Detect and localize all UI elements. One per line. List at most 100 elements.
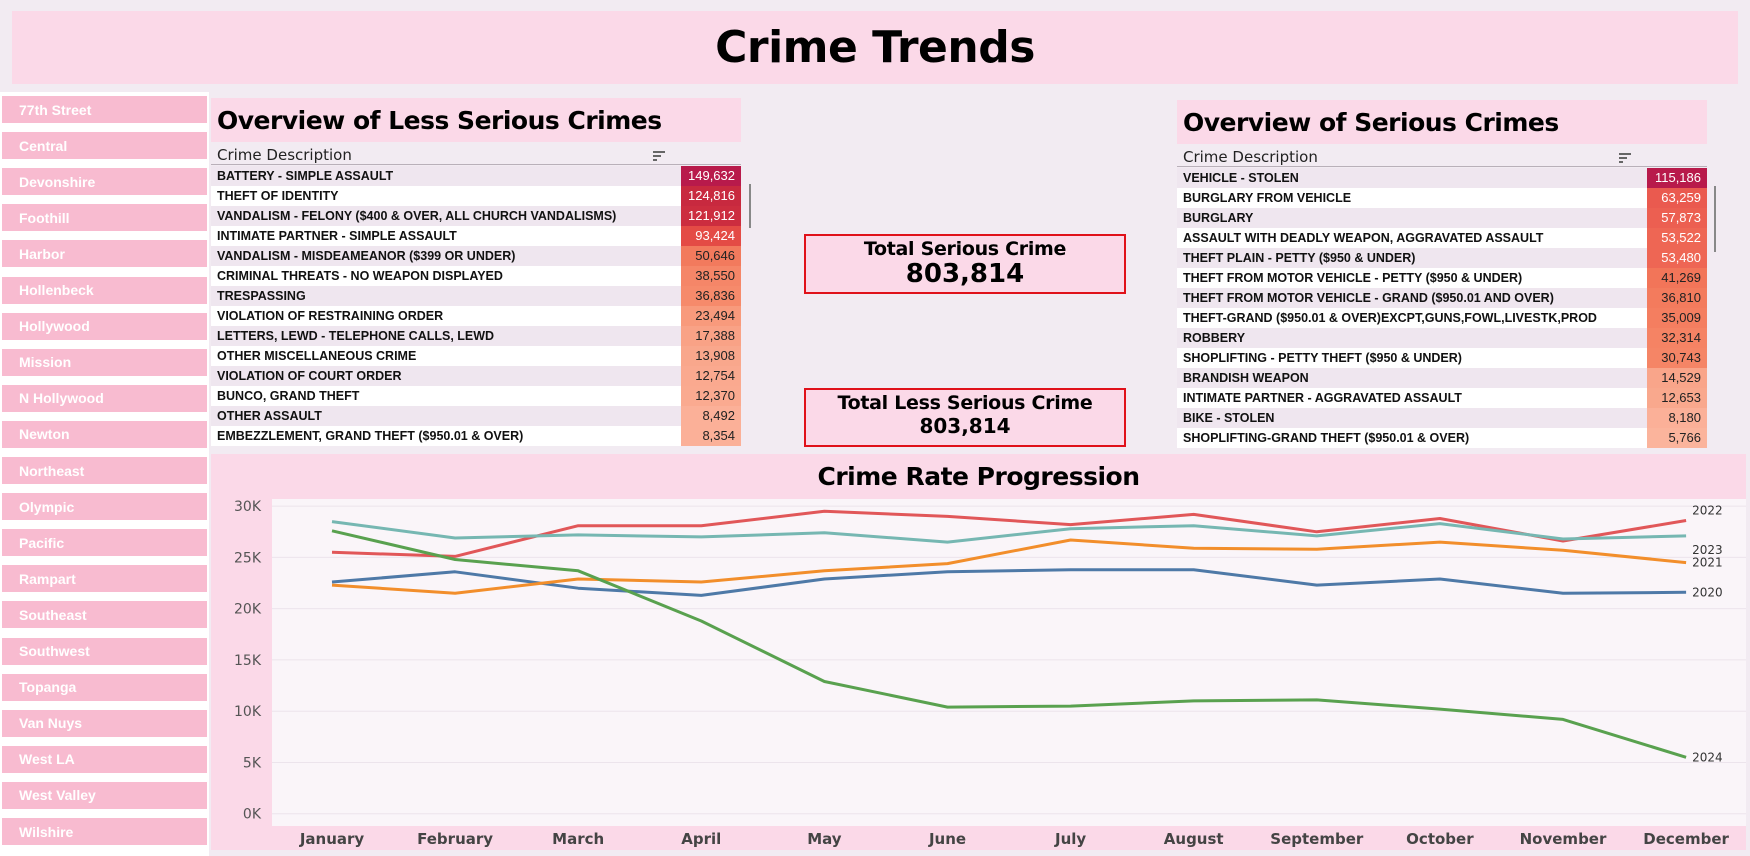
station-button-southeast[interactable]: Southeast xyxy=(2,601,207,629)
table-row[interactable]: VANDALISM - FELONY ($400 & OVER, ALL CHU… xyxy=(211,206,741,226)
y-tick-label: 25K xyxy=(234,550,262,566)
crime-description: ASSAULT WITH DEADLY WEAPON, AGGRAVATED A… xyxy=(1183,231,1544,245)
table-row[interactable]: THEFT FROM MOTOR VEHICLE - GRAND ($950.0… xyxy=(1177,288,1707,308)
table-row[interactable]: THEFT FROM MOTOR VEHICLE - PETTY ($950 &… xyxy=(1177,268,1707,288)
crime-count: 32,314 xyxy=(1647,328,1707,348)
station-button-mission[interactable]: Mission xyxy=(2,348,207,376)
series-line-2021[interactable] xyxy=(331,538,1687,595)
chart-title: Crime Rate Progression xyxy=(211,454,1746,499)
station-button-foothill[interactable]: Foothill xyxy=(2,204,207,232)
crime-description: VANDALISM - MISDEAMEANOR ($399 OR UNDER) xyxy=(217,249,516,263)
table-row[interactable]: CRIMINAL THREATS - NO WEAPON DISPLAYED 38… xyxy=(211,266,741,286)
page-title: Crime Trends xyxy=(715,22,1035,73)
station-button-77th-street[interactable]: 77th Street xyxy=(2,96,207,123)
table-row[interactable]: TRESPASSING 36,836 xyxy=(211,286,741,306)
crime-count: 50,646 xyxy=(681,246,741,266)
table-row[interactable]: INTIMATE PARTNER - SIMPLE ASSAULT 93,424 xyxy=(211,226,741,246)
x-tick-label: August xyxy=(1164,830,1224,848)
crime-description: SHOPLIFTING-GRAND THEFT ($950.01 & OVER) xyxy=(1183,431,1470,445)
crime-count: 23,494 xyxy=(681,306,741,326)
table-row[interactable]: BURGLARY 57,873 xyxy=(1177,208,1707,228)
table-row[interactable]: ASSAULT WITH DEADLY WEAPON, AGGRAVATED A… xyxy=(1177,228,1707,248)
column-header-label: Crime Description xyxy=(1183,147,1318,166)
station-button-southwest[interactable]: Southwest xyxy=(2,637,207,665)
table-row[interactable]: BIKE - STOLEN 8,180 xyxy=(1177,408,1707,428)
crime-description: BURGLARY FROM VEHICLE xyxy=(1183,191,1352,205)
table-row[interactable]: VANDALISM - MISDEAMEANOR ($399 OR UNDER)… xyxy=(211,246,741,266)
station-button-harbor[interactable]: Harbor xyxy=(2,240,207,268)
crime-count: 57,873 xyxy=(1647,208,1707,228)
serious-scrollbar[interactable] xyxy=(1714,186,1716,252)
crime-count: 12,653 xyxy=(1647,388,1707,408)
dashboard-title-banner: Crime Trends xyxy=(12,11,1738,84)
station-button-west-valley[interactable]: West Valley xyxy=(2,781,207,809)
table-row[interactable]: SHOPLIFTING - PETTY THEFT ($950 & UNDER)… xyxy=(1177,348,1707,368)
station-button-olympic[interactable]: Olympic xyxy=(2,493,207,521)
series-line-2024[interactable] xyxy=(331,529,1687,759)
crime-count: 8,492 xyxy=(681,406,741,426)
crime-count: 53,522 xyxy=(1647,228,1707,248)
station-button-west-la[interactable]: West LA xyxy=(2,745,207,773)
crime-description: THEFT OF IDENTITY xyxy=(217,189,339,203)
crime-description: INTIMATE PARTNER - SIMPLE ASSAULT xyxy=(217,229,457,243)
crime-description: OTHER MISCELLANEOUS CRIME xyxy=(217,349,417,363)
kpi-less-serious-label: Total Less Serious Crime xyxy=(837,392,1093,414)
crime-description: LETTERS, LEWD - TELEPHONE CALLS, LEWD xyxy=(217,329,495,343)
table-row[interactable]: OTHER MISCELLANEOUS CRIME 13,908 xyxy=(211,346,741,366)
kpi-total-less-serious: Total Less Serious Crime 803,814 xyxy=(804,388,1126,447)
sort-icon[interactable] xyxy=(653,151,665,161)
table-row[interactable]: THEFT PLAIN - PETTY ($950 & UNDER) 53,480 xyxy=(1177,248,1707,268)
station-button-rampart[interactable]: Rampart xyxy=(2,565,207,593)
crime-description: TRESPASSING xyxy=(217,289,306,303)
table-row[interactable]: THEFT-GRAND ($950.01 & OVER)EXCPT,GUNS,F… xyxy=(1177,308,1707,328)
table-row[interactable]: OTHER ASSAULT 8,492 xyxy=(211,406,741,426)
crime-count: 41,269 xyxy=(1647,268,1707,288)
table-row[interactable]: BATTERY - SIMPLE ASSAULT 149,632 xyxy=(211,166,741,186)
table-row[interactable]: VIOLATION OF RESTRAINING ORDER 23,494 xyxy=(211,306,741,326)
crime-count: 13,908 xyxy=(681,346,741,366)
table-row[interactable]: LETTERS, LEWD - TELEPHONE CALLS, LEWD 17,… xyxy=(211,326,741,346)
table-row[interactable]: VIOLATION OF COURT ORDER 12,754 xyxy=(211,366,741,386)
station-button-newton[interactable]: Newton xyxy=(2,420,207,448)
crime-description: ROBBERY xyxy=(1183,331,1246,345)
crime-description: BURGLARY xyxy=(1183,211,1254,225)
line-chart-svg: 0K 5K 10K 15K 20K 25K 30K January February March A… xyxy=(234,499,1746,848)
crime-count: 36,836 xyxy=(681,286,741,306)
table-row[interactable]: VEHICLE - STOLEN 115,186 xyxy=(1177,168,1707,188)
station-button-hollywood[interactable]: Hollywood xyxy=(2,312,207,340)
station-button-wilshire[interactable]: Wilshire xyxy=(2,818,207,845)
table-row[interactable]: BUNCO, GRAND THEFT 12,370 xyxy=(211,386,741,406)
series-line-2023[interactable] xyxy=(331,520,1687,544)
station-button-n-hollywood[interactable]: N Hollywood xyxy=(2,384,207,412)
table-row[interactable]: EMBEZZLEMENT, GRAND THEFT ($950.01 & OVE… xyxy=(211,426,741,446)
station-button-pacific[interactable]: Pacific xyxy=(2,529,207,557)
station-button-topanga[interactable]: Topanga xyxy=(2,673,207,701)
table-row[interactable]: INTIMATE PARTNER - AGGRAVATED ASSAULT 12,… xyxy=(1177,388,1707,408)
series-line-2022[interactable] xyxy=(331,509,1687,558)
sort-icon[interactable] xyxy=(1619,153,1631,163)
x-tick-label: June xyxy=(928,830,966,848)
serious-title: Overview of Serious Crimes xyxy=(1177,100,1707,144)
station-button-van-nuys[interactable]: Van Nuys xyxy=(2,709,207,737)
crime-count: 12,754 xyxy=(681,366,741,386)
crime-description: VIOLATION OF COURT ORDER xyxy=(217,369,402,383)
station-button-central[interactable]: Central xyxy=(2,132,207,160)
table-row[interactable]: THEFT OF IDENTITY 124,816 xyxy=(211,186,741,206)
station-button-northeast[interactable]: Northeast xyxy=(2,457,207,484)
less-serious-scrollbar[interactable] xyxy=(749,184,751,228)
crime-description: THEFT FROM MOTOR VEHICLE - PETTY ($950 &… xyxy=(1183,271,1523,285)
series-end-label: 2020 xyxy=(1692,585,1723,599)
plot-area xyxy=(272,499,1746,826)
station-button-hollenbeck[interactable]: Hollenbeck xyxy=(2,276,207,304)
station-button-devonshire[interactable]: Devonshire xyxy=(2,168,207,196)
crime-count: 35,009 xyxy=(1647,308,1707,328)
crime-description: BRANDISH WEAPON xyxy=(1183,371,1309,385)
crime-count: 8,180 xyxy=(1647,408,1707,428)
kpi-serious-label: Total Serious Crime xyxy=(863,238,1067,260)
table-row[interactable]: ROBBERY 32,314 xyxy=(1177,328,1707,348)
crime-count: 5,766 xyxy=(1647,428,1707,448)
series-line-2020[interactable] xyxy=(331,568,1687,597)
table-row[interactable]: SHOPLIFTING-GRAND THEFT ($950.01 & OVER)… xyxy=(1177,428,1707,448)
table-row[interactable]: BURGLARY FROM VEHICLE 63,259 xyxy=(1177,188,1707,208)
table-row[interactable]: BRANDISH WEAPON 14,529 xyxy=(1177,368,1707,388)
